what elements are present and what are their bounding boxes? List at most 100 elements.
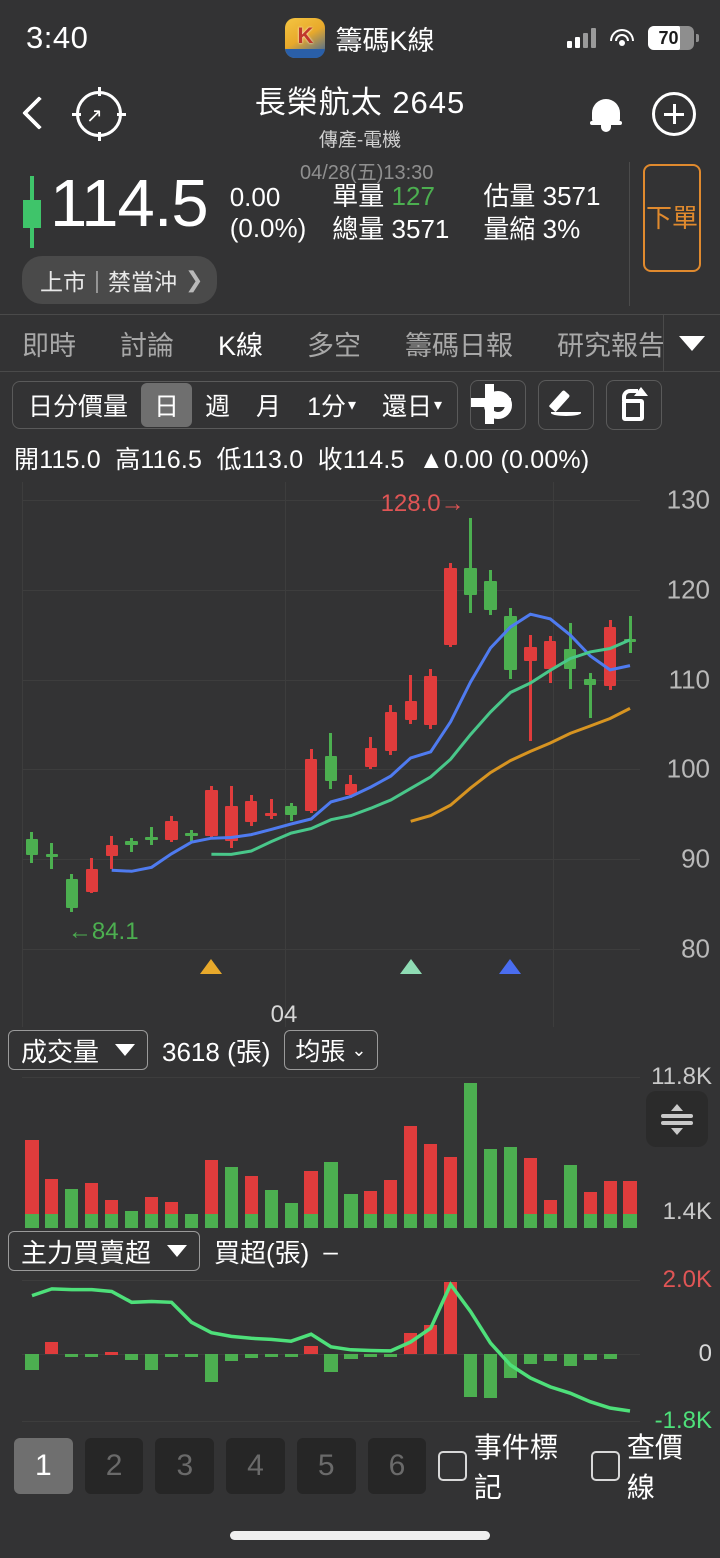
wifi-icon xyxy=(609,28,635,48)
market-tag: 上市 xyxy=(40,269,86,295)
app-logo-icon xyxy=(285,18,326,58)
chart-toolbar: 日分價量 日 週 月 1分 ▾ 還日 ▾ xyxy=(0,372,720,438)
resize-handle-icon[interactable] xyxy=(646,1091,708,1147)
event-marker[interactable] xyxy=(399,959,422,974)
price-line-checkbox[interactable]: 查價線 xyxy=(591,1426,706,1506)
candlestick xyxy=(484,570,497,615)
pencil-draw-icon xyxy=(548,388,583,422)
vol-shrink-value: 3% xyxy=(542,213,581,244)
page-button-1[interactable]: 1 xyxy=(14,1438,73,1494)
force-bar xyxy=(25,1354,39,1371)
tab-research[interactable]: 研究報告 xyxy=(557,330,666,361)
rotate-screen-icon xyxy=(618,387,650,421)
adjust-selector[interactable]: 還日 ▾ xyxy=(369,383,455,427)
current-price: 114.5 xyxy=(50,166,209,241)
page-button-5[interactable]: 5 xyxy=(296,1438,356,1494)
target-trend-icon[interactable]: ↗ xyxy=(72,87,126,141)
force-bar xyxy=(304,1346,318,1355)
volume-bar xyxy=(563,1165,577,1228)
candlestick xyxy=(65,874,79,913)
market-status-badge[interactable]: 上市 | 禁當沖 ❯ xyxy=(22,256,218,304)
single-vol-value: 127 xyxy=(391,181,435,211)
tab-discussion[interactable]: 討論 xyxy=(120,330,174,361)
volume-block-left: 單量 127 總量 3571 xyxy=(332,180,449,245)
tab-strip: 即時 討論 K線 多空 籌碼日報 研究報告 xyxy=(0,314,720,372)
chart-draw-button[interactable] xyxy=(538,380,595,430)
price-chart[interactable]: 130 120 110 100 90 80 128.0→ ←84.1 04 xyxy=(0,482,720,1028)
battery-level: 70 xyxy=(658,27,679,48)
volume-bar xyxy=(424,1144,438,1228)
page-button-4[interactable]: 4 xyxy=(226,1438,285,1494)
bell-icon[interactable] xyxy=(590,96,622,132)
force-bar xyxy=(384,1354,398,1358)
price-gridline xyxy=(22,499,640,501)
candlestick xyxy=(105,835,118,870)
chevron-right-icon: ❯ xyxy=(184,267,204,292)
candlestick xyxy=(603,620,617,691)
price-gridline-v xyxy=(284,482,286,1027)
volume-bar-base xyxy=(145,1214,159,1228)
price-gridline xyxy=(22,589,640,591)
price-volume-button[interactable]: 日分價量 xyxy=(28,393,129,421)
low-price-label: ←84.1 xyxy=(67,918,139,946)
tab-longshort[interactable]: 多空 xyxy=(307,330,362,361)
tab-kline[interactable]: K線 xyxy=(218,330,264,361)
tab-chips-daily[interactable]: 籌碼日報 xyxy=(405,330,514,361)
volume-bar-base xyxy=(105,1214,119,1228)
volume-bar xyxy=(304,1171,318,1228)
page-button-3[interactable]: 3 xyxy=(155,1438,215,1494)
chevron-down-icon xyxy=(679,335,705,351)
quote-datetime: 04/28(五)13:30 xyxy=(300,162,434,184)
event-marker[interactable] xyxy=(200,959,223,974)
chart-rotate-button[interactable] xyxy=(606,380,663,430)
tab-realtime[interactable]: 即時 xyxy=(22,330,76,361)
est-vol-label: 估量 xyxy=(483,181,536,211)
volume-chart[interactable]: 11.8K 1.4K xyxy=(0,1063,720,1228)
candlestick xyxy=(245,795,258,826)
candlestick xyxy=(623,615,637,653)
price-change: 0.00 xyxy=(229,182,281,212)
force-indicator-selector[interactable]: 主力買賣超 xyxy=(8,1231,201,1271)
volume-bar-base xyxy=(244,1214,258,1228)
page-button-2[interactable]: 2 xyxy=(84,1438,144,1494)
volume-bar xyxy=(25,1139,39,1228)
chart-settings-button[interactable] xyxy=(470,380,527,430)
force-bar xyxy=(85,1354,99,1358)
tabs-more-button[interactable] xyxy=(664,315,720,371)
event-marker-checkbox[interactable]: 事件標記 xyxy=(438,1426,579,1506)
ohlc-low: 113.0 xyxy=(241,446,304,474)
period-minute[interactable]: 1分 ▾ xyxy=(294,383,369,427)
price-axis-label: 130 xyxy=(666,484,710,515)
volume-bar xyxy=(204,1160,218,1228)
ohlc-high-label: 高 xyxy=(115,446,141,474)
force-axis-label: 0 xyxy=(698,1340,712,1368)
event-marker[interactable] xyxy=(499,959,522,974)
force-chart[interactable]: 2.0K 0 -1.8K xyxy=(0,1266,720,1434)
chevron-down-icon xyxy=(167,1245,188,1257)
status-time: 3:40 xyxy=(26,20,89,55)
force-bar xyxy=(324,1354,338,1372)
candlestick xyxy=(524,634,537,741)
volume-bar-base xyxy=(65,1214,79,1228)
force-bar xyxy=(244,1354,258,1358)
force-bar xyxy=(603,1354,617,1360)
month-axis-label: 04 xyxy=(270,1001,298,1028)
price-tick-icon xyxy=(14,160,50,248)
volume-bar-base xyxy=(483,1214,498,1228)
period-month[interactable]: 月 xyxy=(256,393,282,421)
volume-bar xyxy=(444,1156,458,1228)
volume-indicator-selector[interactable]: 成交量 xyxy=(8,1030,149,1070)
total-vol-label: 總量 xyxy=(332,213,385,244)
avg-lots-button[interactable]: 均張 ⌄ xyxy=(284,1030,378,1070)
candlestick xyxy=(85,858,98,894)
order-button[interactable]: 下單 xyxy=(643,164,701,272)
plus-circle-icon[interactable] xyxy=(652,92,696,136)
period-week[interactable]: 週 xyxy=(205,393,231,421)
price-axis-label: 120 xyxy=(666,574,710,605)
back-chevron-icon[interactable] xyxy=(24,97,44,131)
force-axis-label: 2.0K xyxy=(662,1266,712,1293)
adjust-label: 還日 xyxy=(382,393,433,421)
candlestick xyxy=(364,737,378,770)
page-button-6[interactable]: 6 xyxy=(367,1438,427,1494)
period-day[interactable]: 日 xyxy=(141,383,193,427)
